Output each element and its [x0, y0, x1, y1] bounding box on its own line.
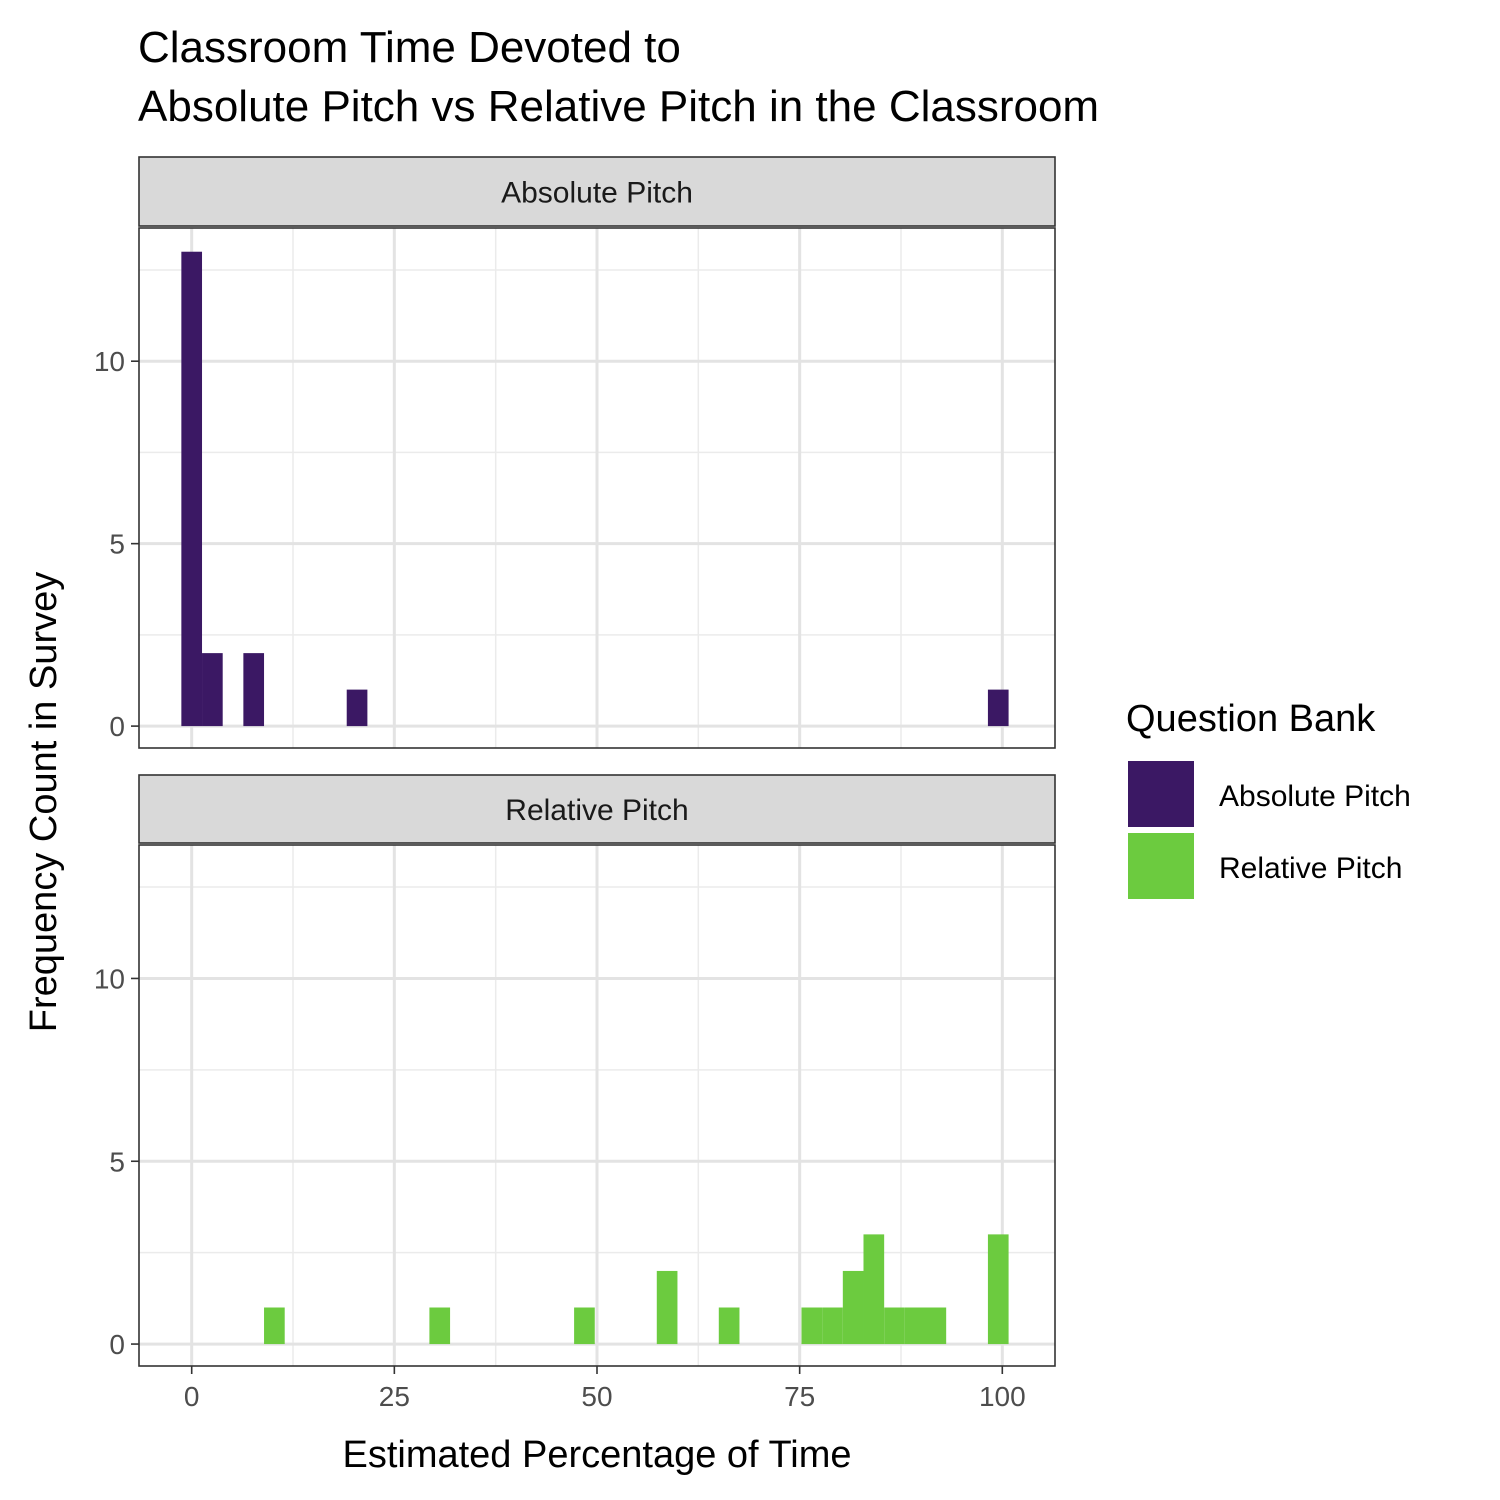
- legend-key: [1128, 761, 1194, 827]
- histogram-bar: [243, 653, 265, 727]
- facet-strip-label: Relative Pitch: [505, 794, 688, 827]
- x-tick-label: 25: [379, 1381, 410, 1412]
- x-axis-title: Estimated Percentage of Time: [342, 1434, 851, 1476]
- histogram-bar: [202, 653, 223, 727]
- histogram-bar: [863, 1234, 885, 1345]
- y-tick-label: 5: [109, 1146, 125, 1177]
- y-tick-label: 0: [109, 711, 125, 742]
- panel-border: [138, 227, 1056, 749]
- legend: Question Bank Absolute Pitch Relative Pit…: [1126, 698, 1411, 899]
- histogram-bar: [656, 1270, 678, 1345]
- facet-strip: [138, 156, 1056, 227]
- histogram-bar: [904, 1307, 926, 1345]
- histogram-bar: [718, 1307, 740, 1345]
- histogram-bar: [842, 1270, 864, 1345]
- histogram-bar: [429, 1307, 451, 1345]
- facet-strip-label: Absolute Pitch: [501, 177, 693, 210]
- histogram-bar: [884, 1307, 905, 1345]
- x-tick-label: 75: [784, 1381, 815, 1412]
- x-tick-label: 100: [979, 1381, 1026, 1412]
- y-tick-label: 5: [109, 529, 125, 560]
- y-axis-title: Frequency Count in Survey: [23, 572, 65, 1032]
- panel-1: Absolute Pitch 0 5 10: [94, 156, 1056, 749]
- histogram-bar: [987, 689, 1009, 727]
- x-tick-label: 50: [581, 1381, 612, 1412]
- legend-title: Question Bank: [1126, 698, 1376, 740]
- histogram-bar: [181, 251, 203, 727]
- chart-title-line-2: Absolute Pitch vs Relative Pitch in the …: [138, 82, 1099, 131]
- chart-title-line-1: Classroom Time Devoted to: [138, 23, 681, 72]
- x-tick-label: 0: [184, 1381, 200, 1412]
- y-tick-label: 0: [109, 1329, 125, 1360]
- histogram-bar: [346, 689, 368, 727]
- facet-strip: [138, 774, 1056, 844]
- histogram-bar: [987, 1234, 1009, 1345]
- y-tick-label: 10: [94, 346, 125, 377]
- histogram-bar: [574, 1307, 595, 1345]
- histogram-bar: [801, 1307, 823, 1345]
- legend-label: Relative Pitch: [1219, 852, 1402, 885]
- legend-label: Absolute Pitch: [1219, 780, 1411, 813]
- y-tick-label: 10: [94, 963, 125, 994]
- histogram-bar: [925, 1307, 947, 1345]
- histogram-bar: [264, 1307, 285, 1345]
- histogram-bar: [822, 1307, 843, 1345]
- legend-key: [1128, 833, 1194, 899]
